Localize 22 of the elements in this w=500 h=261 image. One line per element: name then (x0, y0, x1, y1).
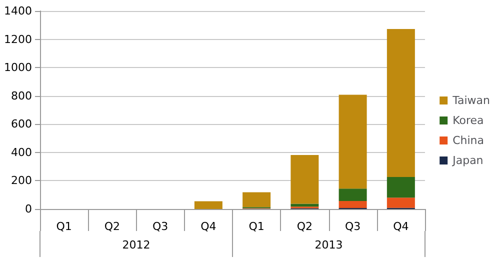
x-tick-label: Q4 (200, 220, 216, 233)
y-tick-label: 400 (11, 146, 32, 159)
y-tick-label: 600 (11, 118, 32, 131)
legend-label: China (452, 134, 484, 147)
x-tick-label: Q2 (296, 220, 313, 233)
y-tick-label: 0 (25, 202, 32, 216)
y-tick-label: 200 (11, 174, 32, 188)
x-tick-label: Q1 (56, 220, 72, 233)
x-tick-label: Q2 (104, 220, 120, 233)
x-tick-label: Q3 (152, 220, 168, 233)
x-tick-label: Q3 (344, 220, 361, 233)
legend-label: Japan (452, 154, 484, 167)
y-tick-label: 1000 (4, 61, 32, 74)
legend-label: Korea (452, 114, 484, 127)
legend-label: Taiwan (452, 94, 490, 107)
x-tick-label: Q1 (248, 220, 264, 233)
text: 2012 (122, 238, 150, 252)
x-tick-label: Q4 (393, 220, 409, 233)
text: 2013 (314, 238, 343, 252)
y-tick-label: 1200 (4, 32, 32, 46)
y-tick-label: 800 (11, 89, 32, 102)
y-tick-label: 1400 (4, 4, 32, 18)
